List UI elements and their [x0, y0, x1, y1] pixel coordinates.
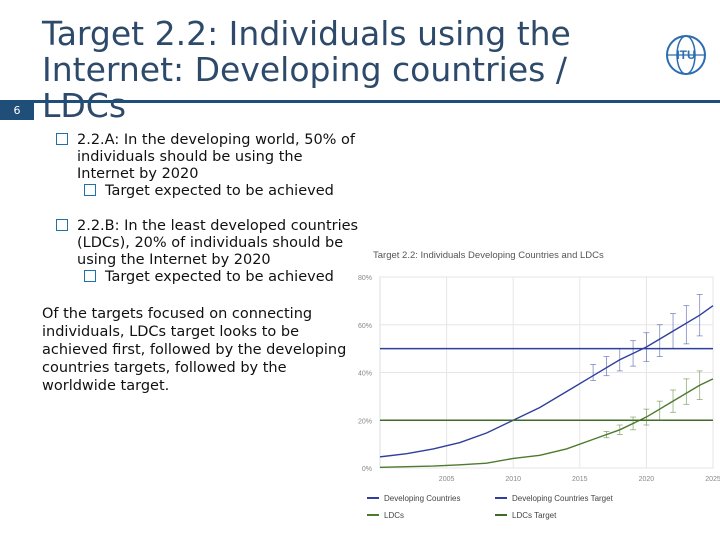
- title-line-2: Internet: Developing countries / LDCs: [42, 50, 567, 125]
- slide-title: Target 2.2: Individuals using the Intern…: [42, 16, 642, 124]
- itu-logo: ITU: [666, 35, 706, 75]
- bullet-b-line-2: (LDCs), 20% of individuals should be: [77, 235, 344, 251]
- checkbox-bullet-icon: [56, 219, 68, 231]
- x-tick-label: 2010: [505, 476, 521, 483]
- y-tick-label: 20%: [358, 418, 372, 425]
- bullet-a-sub: Target expected to be achieved: [105, 183, 334, 199]
- developing-countries-line: [379, 305, 714, 458]
- checkbox-bullet-icon: [84, 270, 96, 282]
- checkbox-bullet-icon: [56, 133, 68, 145]
- bullet-b-sub: Target expected to be achieved: [105, 269, 334, 285]
- x-tick-label: 2020: [639, 476, 655, 483]
- bullet-b-line-3: using the Internet by 2020: [77, 252, 271, 268]
- y-tick-label: 40%: [358, 371, 372, 378]
- x-tick-label: 2025: [705, 476, 720, 483]
- legend-label: LDCs Target: [512, 511, 557, 520]
- bullet-a-line-3: Internet by 2020: [77, 166, 199, 182]
- bullet-b-line-1: 2.2.B: In the least developed countries: [77, 218, 359, 234]
- checkbox-bullet-icon: [84, 184, 96, 196]
- x-tick-label: 2015: [572, 476, 588, 483]
- y-tick-label: 0%: [362, 466, 372, 473]
- bullet-target-2-2-b: 2.2.B: In the least developed countries …: [56, 218, 376, 286]
- x-tick-label: 2005: [439, 476, 455, 483]
- y-tick-label: 60%: [358, 323, 372, 330]
- legend-label: LDCs: [384, 511, 404, 520]
- chart-title: Target 2.2: Individuals Developing Count…: [373, 250, 604, 261]
- legend-label: Developing Countries Target: [512, 494, 614, 503]
- bullet-a-line-1: 2.2.A: In the developing world, 50% of: [77, 132, 356, 148]
- ldcs-line: [379, 378, 714, 469]
- legend-label: Developing Countries: [384, 494, 461, 503]
- slide-number: 6: [0, 102, 34, 120]
- bullet-target-2-2-a: 2.2.A: In the developing world, 50% of i…: [56, 132, 376, 200]
- bullet-a-line-2: individuals should be using the: [77, 149, 303, 165]
- summary-paragraph: Of the targets focused on connecting ind…: [42, 306, 347, 394]
- y-tick-label: 80%: [358, 275, 372, 282]
- internet-usage-chart: Target 2.2: Individuals Developing Count…: [358, 250, 720, 520]
- title-line-1: Target 2.2: Individuals using the: [42, 14, 571, 53]
- title-divider: [0, 100, 720, 103]
- logo-text: ITU: [676, 48, 695, 62]
